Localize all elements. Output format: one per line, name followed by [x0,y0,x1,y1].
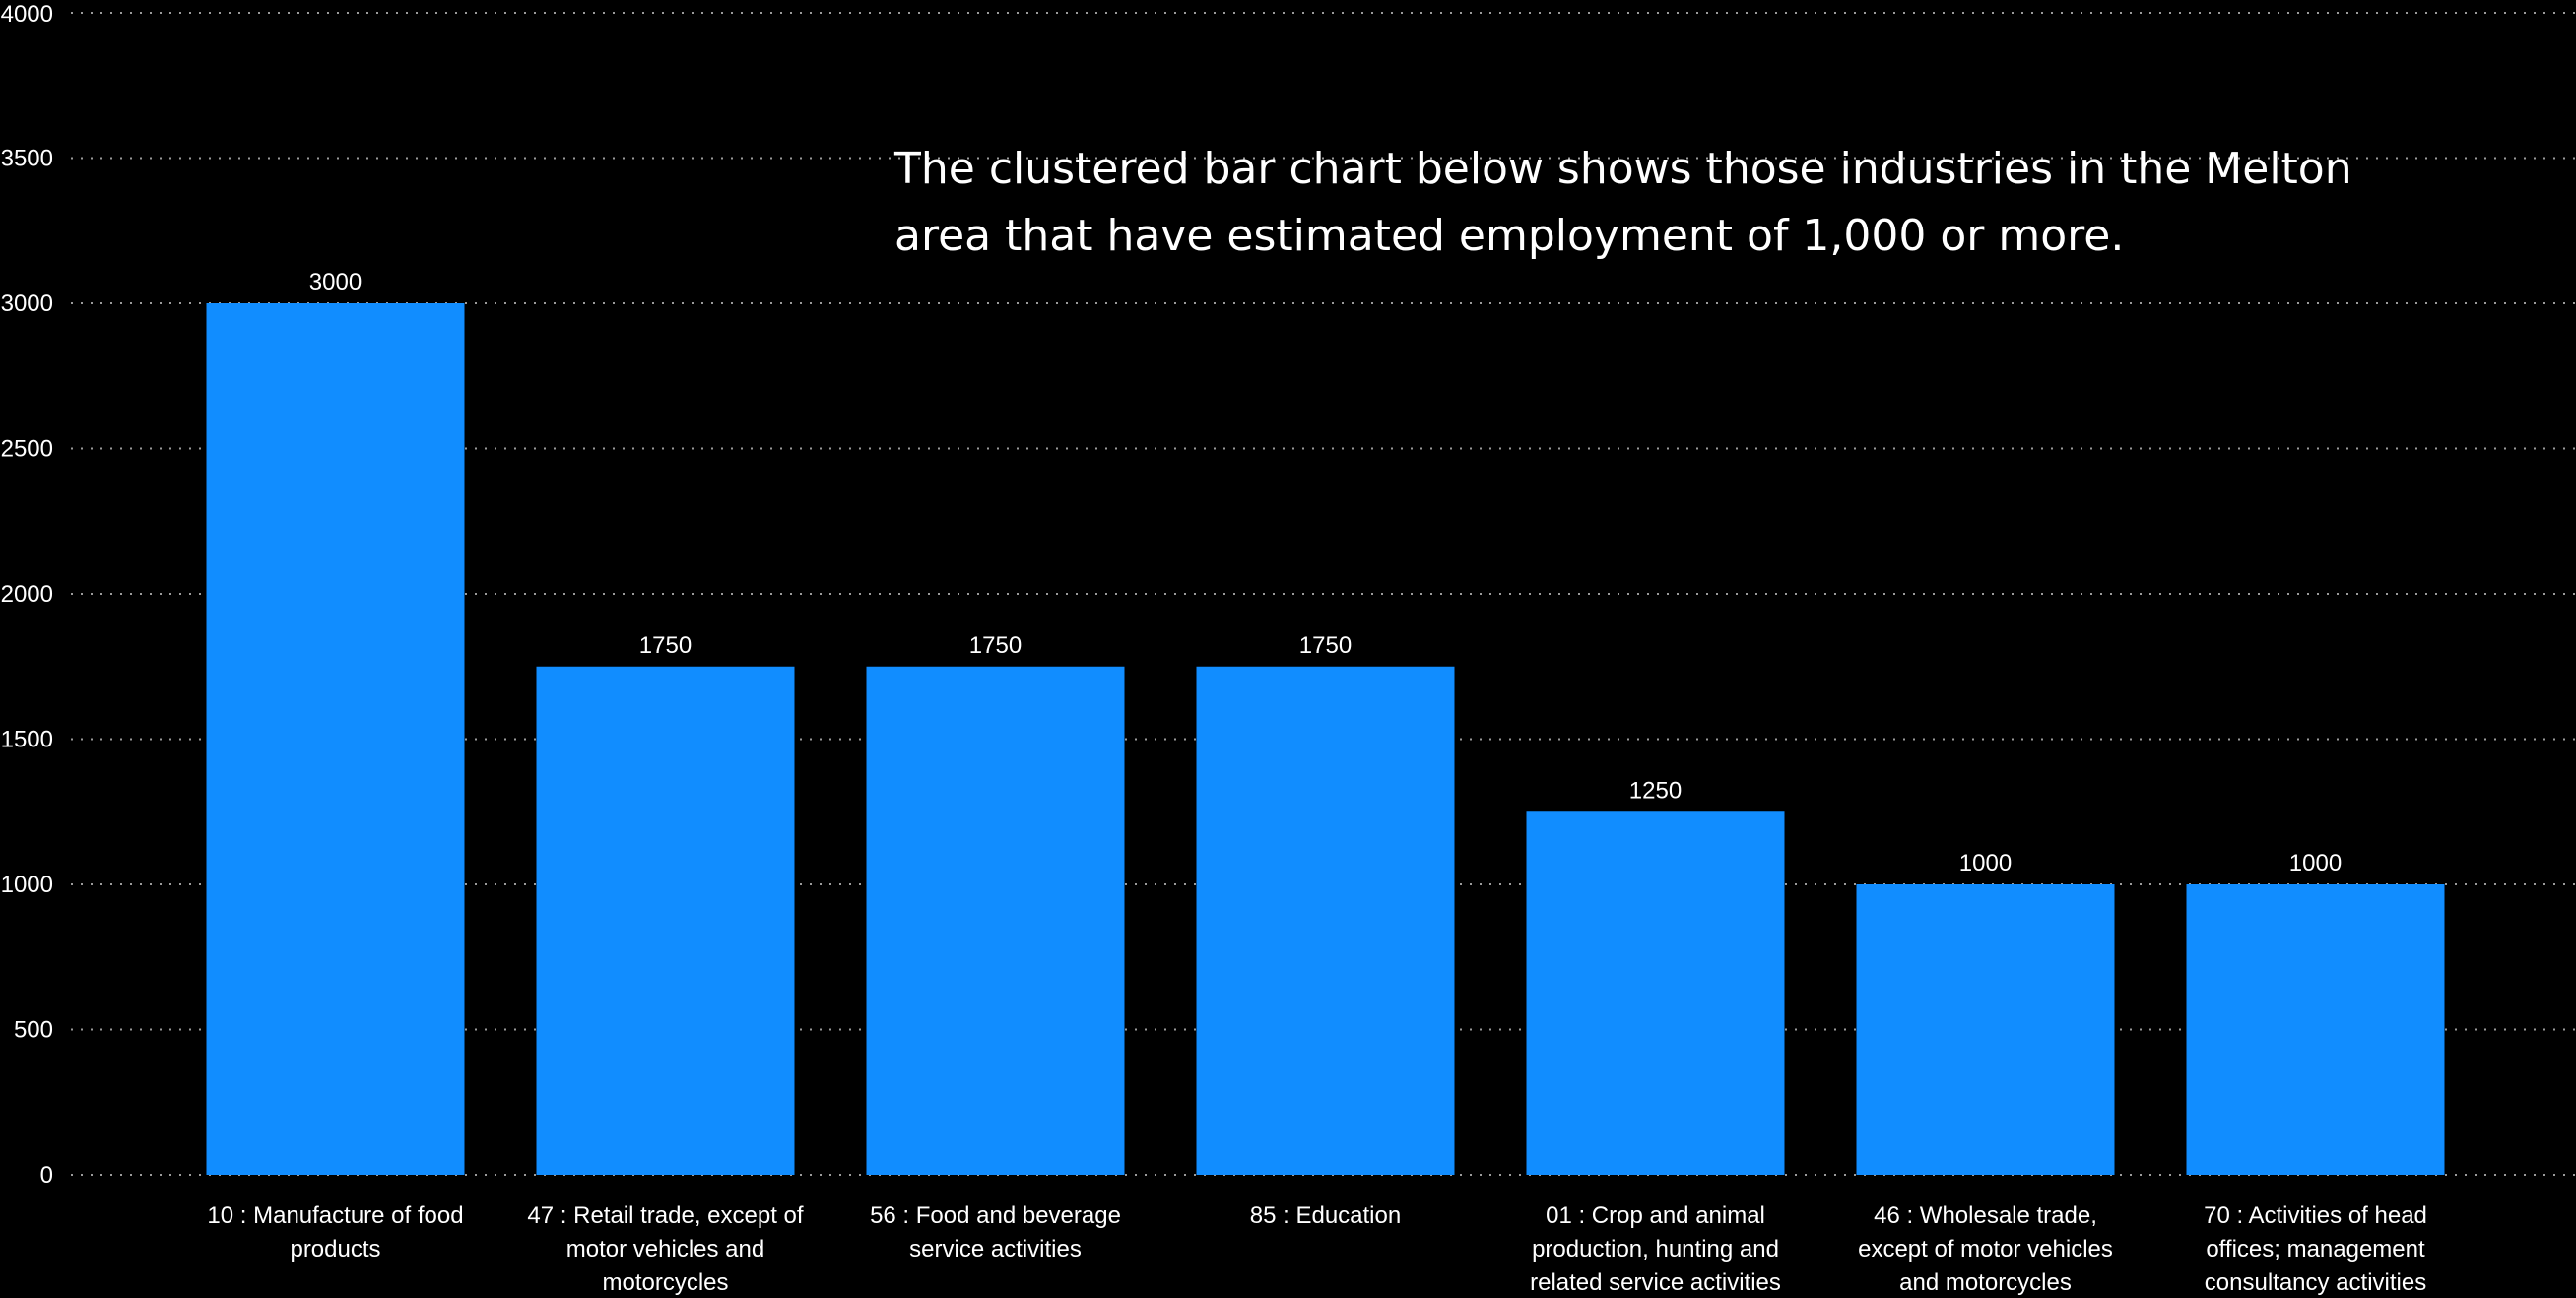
bar[interactable] [1856,884,2115,1175]
x-tick-label: 85 : Education [1249,1202,1402,1229]
x-tick-label: 01 : Crop and animal production, hunting… [1530,1202,1781,1296]
data-label: 1750 [969,632,1022,659]
x-tick-label: 47 : Retail trade, except of motor vehic… [527,1202,804,1296]
x-tick-label: 70 : Activities of head offices; managem… [2204,1202,2427,1296]
bar[interactable] [866,666,1125,1175]
y-tick-label: 3000 [1,291,53,317]
data-label: 1000 [2289,850,2342,876]
y-tick-label: 4000 [1,1,53,28]
bar[interactable] [206,303,465,1175]
y-tick-label: 1000 [1,872,53,898]
y-tick-label: 3500 [1,146,53,172]
bar[interactable] [536,666,795,1175]
bar[interactable] [1196,666,1455,1175]
data-label: 1750 [639,632,692,659]
x-tick-label: 56 : Food and beverage service activitie… [870,1202,1121,1263]
data-label: 1750 [1299,632,1352,659]
x-tick-label: 46 : Wholesale trade, except of motor ve… [1858,1202,2113,1296]
data-label: 3000 [309,269,362,295]
x-tick-label: 10 : Manufacture of food products [207,1202,464,1263]
data-labels: 3000 1750 1750 1750 1250 1000 1000 [309,269,2342,876]
y-tick-label: 500 [14,1017,53,1044]
y-axis-ticks: 0 500 1000 1500 2000 2500 3000 3500 4000 [1,1,53,1189]
y-tick-label: 2000 [1,581,53,608]
y-tick-label: 0 [40,1162,53,1189]
bar[interactable] [1526,811,1785,1175]
bars [206,303,2445,1175]
y-tick-label: 2500 [1,436,53,463]
data-label: 1250 [1629,777,1682,804]
y-tick-label: 1500 [1,727,53,753]
chart-annotation: The clustered bar chart below shows thos… [894,144,2352,261]
bar[interactable] [2186,884,2445,1175]
data-label: 1000 [1959,850,2012,876]
